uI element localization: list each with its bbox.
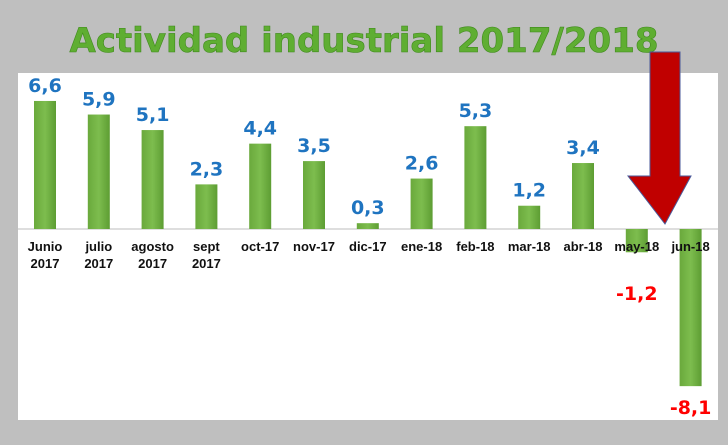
data-label: -8,1 bbox=[670, 397, 712, 419]
bar bbox=[249, 143, 272, 229]
x-tick-label: feb-18 bbox=[456, 239, 494, 254]
chart-title: Actividad industrial 2017/2018 bbox=[69, 21, 658, 61]
data-label: 2,6 bbox=[405, 153, 439, 175]
data-label: 3,5 bbox=[297, 135, 331, 157]
data-label: -1,2 bbox=[616, 283, 658, 305]
data-label: 5,3 bbox=[459, 100, 493, 122]
bar bbox=[518, 205, 541, 229]
bar bbox=[464, 126, 487, 229]
x-tick-label: may-18 bbox=[614, 239, 659, 254]
data-label: 2,3 bbox=[190, 158, 224, 180]
data-label: 3,4 bbox=[566, 137, 600, 159]
data-label: 5,1 bbox=[136, 104, 170, 126]
data-label: 0,3 bbox=[351, 197, 385, 219]
data-label: 6,6 bbox=[28, 75, 62, 97]
x-tick-label: abr-18 bbox=[563, 239, 602, 254]
x-tick-label: mar-18 bbox=[508, 239, 551, 254]
data-label: 5,9 bbox=[82, 89, 116, 111]
x-tick-label: sept 2017 bbox=[192, 239, 221, 271]
x-tick-label: nov-17 bbox=[293, 239, 335, 254]
bar bbox=[87, 114, 110, 229]
bar bbox=[572, 163, 594, 229]
x-tick-label: oct-17 bbox=[241, 239, 279, 254]
x-tick-label: agosto 2017 bbox=[131, 239, 174, 271]
bar bbox=[410, 178, 433, 229]
bar bbox=[356, 223, 379, 229]
x-tick-label: ene-18 bbox=[401, 239, 442, 254]
data-label: 4,4 bbox=[243, 118, 277, 140]
data-label: 1,2 bbox=[512, 180, 546, 202]
bar bbox=[625, 229, 648, 253]
red-down-arrow bbox=[626, 51, 692, 225]
bar bbox=[679, 229, 702, 387]
plot-area bbox=[18, 73, 718, 420]
bar bbox=[34, 100, 56, 230]
x-tick-label: jun-18 bbox=[670, 239, 709, 254]
bar bbox=[303, 161, 325, 229]
x-tick-label: dic-17 bbox=[349, 239, 387, 254]
bar bbox=[195, 184, 218, 229]
x-tick-label: Junio 2017 bbox=[28, 239, 63, 271]
x-tick-label: julio 2017 bbox=[84, 239, 113, 271]
bar bbox=[141, 130, 164, 229]
